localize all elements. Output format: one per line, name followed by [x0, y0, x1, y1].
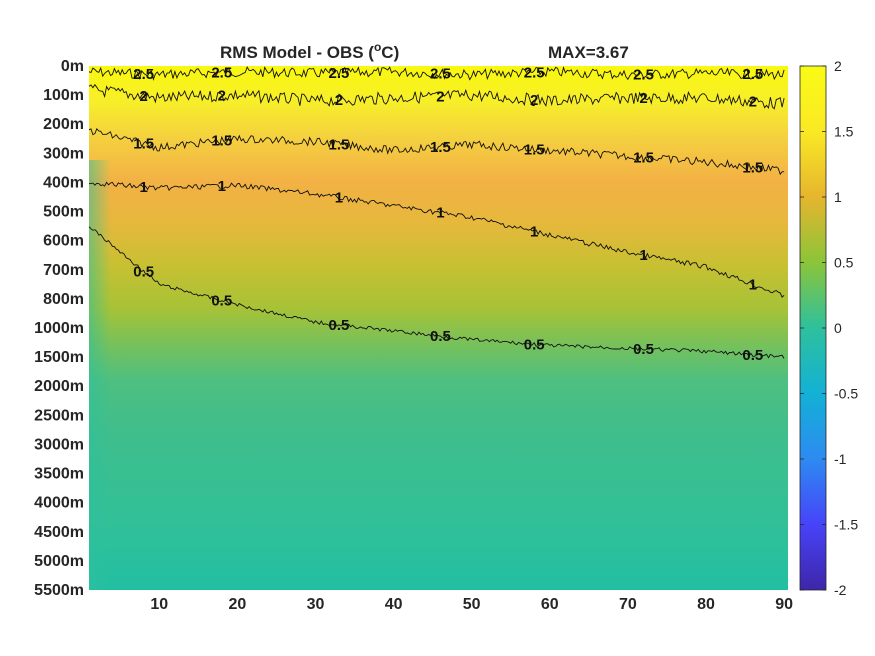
contour-label: 1 [436, 205, 444, 222]
x-tick-label: 80 [697, 596, 715, 613]
contour-label: 0.5 [328, 317, 349, 334]
contour-label: 2 [218, 88, 226, 105]
contour-label: 1.5 [133, 136, 154, 153]
colorbar-tick-label: -1.5 [834, 517, 858, 533]
contour-label: 2 [335, 92, 343, 109]
y-tick-label: 100m [43, 87, 84, 104]
contour-label: 1 [639, 247, 647, 264]
colorbar-tick-label: -0.5 [834, 386, 858, 402]
contour-label: 1 [335, 190, 343, 207]
contour-label: 2.5 [430, 66, 451, 83]
colorbar-tick-label: -1 [834, 451, 847, 467]
contour-line [88, 226, 785, 359]
colorbar-ticks: 2 1.5 1 0.5 0 -0.5 -1 -1.5 -2 [800, 58, 858, 598]
contour-layer: 2.5 2.5 2.5 2.5 2.5 2.5 2.5 2 2 2 2 2 2 2 1.5 1.5 1.5 1.5… [88, 64, 785, 364]
y-tick-label: 0m [61, 58, 84, 75]
contour-line [88, 181, 785, 298]
contour-label: 2 [639, 90, 647, 107]
contour-label: 1 [749, 276, 757, 293]
x-tick-label: 50 [463, 596, 481, 613]
contour-line [88, 66, 785, 81]
y-tick-label: 400m [43, 174, 84, 191]
colorbar-gradient [799, 65, 827, 591]
x-tick-label: 70 [619, 596, 637, 613]
contour-label: 1.5 [633, 149, 654, 166]
x-axis: 10 20 30 40 50 60 70 80 90 [150, 596, 793, 613]
contour-label: 0.5 [211, 293, 232, 310]
contour-label: 1.5 [328, 136, 349, 153]
y-tick-label: 4000m [34, 495, 84, 512]
title-main: RMS Model - OBS (oC) [220, 40, 399, 62]
contour-label: 2.5 [742, 66, 763, 83]
colorbar: 2 1.5 1 0.5 0 -0.5 -1 -1.5 -2 [799, 58, 858, 598]
x-tick-label: 60 [541, 596, 559, 613]
y-tick-label: 300m [43, 145, 84, 162]
x-tick-label: 90 [775, 596, 793, 613]
contour-label: 2.5 [524, 64, 545, 81]
heatmap-plot-area [89, 66, 788, 590]
title-max: MAX=3.67 [548, 43, 629, 62]
contour-label: 1.5 [524, 141, 545, 158]
contour-label: 2 [530, 92, 538, 109]
heatmap-left-edge-shade [89, 160, 111, 590]
y-tick-label: 1000m [34, 320, 84, 337]
y-tick-label: 2000m [34, 378, 84, 395]
y-tick-label: 500m [43, 204, 84, 221]
contour-label: 1 [139, 179, 147, 196]
y-tick-label: 3500m [34, 466, 84, 483]
colorbar-tick-label: 2 [834, 58, 842, 74]
y-tick-label: 5500m [34, 582, 84, 599]
colorbar-tick-label: 1.5 [834, 124, 854, 140]
contour-label: 2 [139, 88, 147, 105]
y-axis: 0m 100m 200m 300m 400m 500m 600m 700m 800m 1000m 1… [34, 58, 84, 599]
contour-label: 0.5 [430, 328, 451, 345]
x-tick-label: 20 [228, 596, 246, 613]
y-tick-label: 2500m [34, 407, 84, 424]
contour-label: 0.5 [633, 341, 654, 358]
contour-line [88, 83, 785, 110]
contour-label: 2.5 [211, 64, 232, 81]
contour-label: 2 [749, 94, 757, 111]
contour-label: 0.5 [524, 336, 545, 353]
y-tick-label: 4500m [34, 524, 84, 541]
y-tick-label: 600m [43, 233, 84, 250]
y-tick-label: 5000m [34, 553, 84, 570]
contour-label: 0.5 [742, 347, 763, 364]
contour-label: 2.5 [633, 66, 654, 83]
contour-label: 1.5 [211, 133, 232, 150]
contour-label: 2.5 [328, 65, 349, 82]
y-tick-label: 3000m [34, 436, 84, 453]
contour-label: 1.5 [742, 159, 763, 176]
y-tick-label: 1500m [34, 349, 84, 366]
y-tick-label: 800m [43, 291, 84, 308]
colorbar-tick-label: 0.5 [834, 255, 854, 271]
x-tick-label: 10 [150, 596, 168, 613]
contour-line [88, 127, 785, 176]
plot-title: RMS Model - OBS (oC) MAX=3.67 [220, 40, 629, 62]
contour-label: 0.5 [133, 263, 154, 280]
x-tick-label: 30 [307, 596, 325, 613]
colorbar-tick-label: 1 [834, 189, 842, 205]
contour-label: 2.5 [133, 66, 154, 83]
colorbar-tick-label: 0 [834, 320, 842, 336]
x-tick-label: 40 [385, 596, 403, 613]
y-tick-label: 700m [43, 262, 84, 279]
contour-label: 1 [218, 178, 226, 195]
y-tick-label: 200m [43, 116, 84, 133]
contour-label: 1.5 [430, 139, 451, 156]
contour-label: 2 [436, 88, 444, 105]
colorbar-tick-label: -2 [834, 582, 847, 598]
heatmap-field [89, 66, 788, 590]
contour-label: 1 [530, 223, 538, 240]
